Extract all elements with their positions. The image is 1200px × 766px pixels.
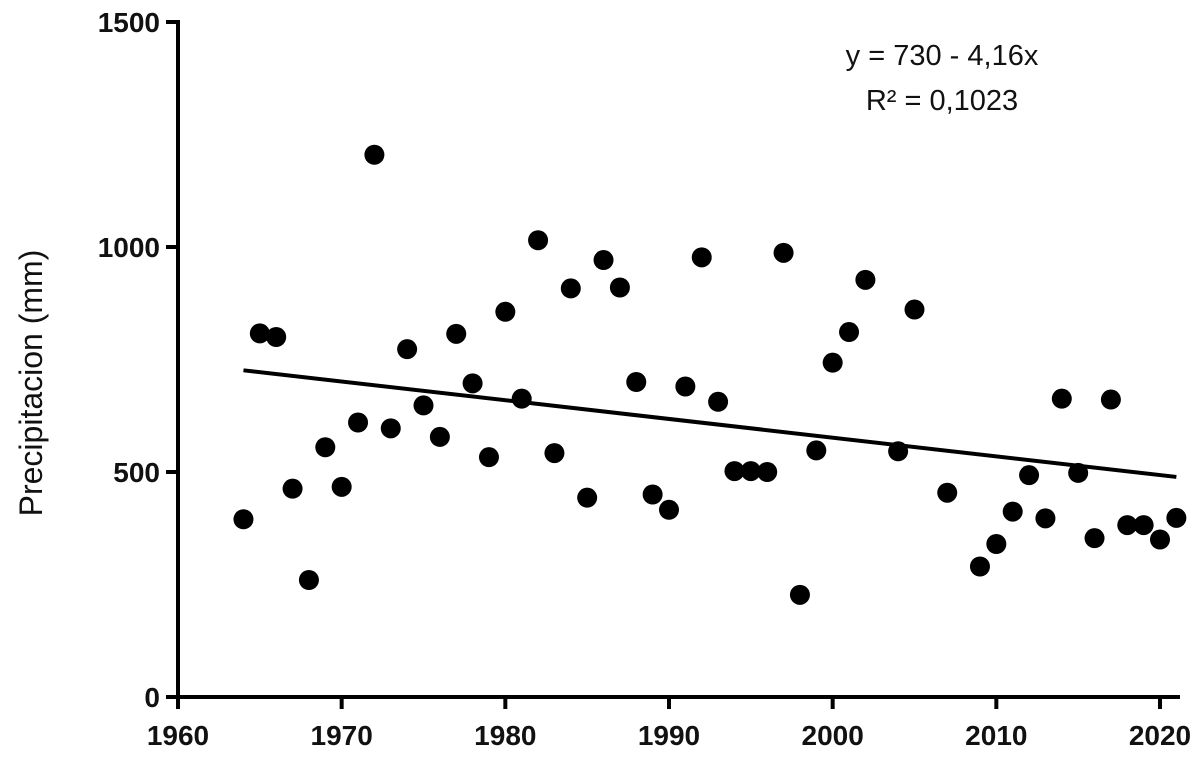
data-point [495,301,516,322]
data-point [429,426,450,447]
data-point [364,144,385,165]
data-point [609,277,630,298]
x-tick-label: 2010 [965,720,1027,751]
x-tick-label: 1980 [474,720,536,751]
data-point [757,462,778,482]
data-point [1019,465,1040,486]
data-points [233,144,1187,605]
equation-label: y = 730 - 4,16x [846,40,1039,72]
data-point [348,412,369,433]
data-point [626,372,647,392]
data-point [773,242,794,263]
data-point [691,247,712,268]
trendline [243,368,1177,479]
data-point [413,395,434,416]
data-point [511,388,532,409]
data-point [1117,515,1138,536]
data-point [740,461,761,482]
data-point [642,484,663,505]
ticks: 1960 1970 1980 1990 2000 2010 2020 0 500 1000 1500 [98,7,1191,751]
data-point [675,376,696,397]
data-point [1150,529,1170,550]
data-point [1166,507,1187,528]
x-tick-label: 1990 [638,720,700,751]
data-point [266,327,287,347]
y-tick-label: 0 [144,682,160,713]
data-point [1035,508,1056,529]
data-point [331,476,352,497]
data-point [1084,528,1105,549]
axes [176,20,1180,699]
data-point [298,570,319,590]
data-point [560,278,581,299]
data-point [969,556,990,577]
data-point [937,482,958,503]
data-point [724,461,745,482]
data-point [888,441,909,462]
data-point [478,447,499,468]
x-tick-label: 1960 [147,720,209,751]
data-point [1133,515,1154,536]
data-point [577,487,598,508]
data-point [593,250,614,271]
data-point [282,478,303,499]
data-point [315,437,336,458]
y-tick-label: 1000 [98,232,160,263]
x-tick-label: 2000 [802,720,864,751]
data-point [1051,388,1072,409]
data-point [380,418,401,439]
data-point [806,440,827,461]
trendline-group [243,368,1177,479]
x-tick-label: 2020 [1129,720,1191,751]
data-point [233,509,254,530]
data-point [544,443,565,464]
data-point [1100,389,1121,410]
data-point [855,269,876,290]
data-point [839,322,860,343]
data-point [789,584,810,605]
y-axis-title: Precipitacion (mm) [13,250,49,517]
data-point [446,323,467,344]
data-point [397,339,418,360]
data-point [822,352,843,373]
y-tick-label: 500 [113,457,160,488]
data-point [708,391,729,412]
data-point [1068,462,1089,483]
x-tick-label: 1970 [311,720,373,751]
data-point [528,230,549,251]
data-point [462,373,483,394]
data-point [249,323,270,344]
data-point [659,499,679,520]
r-squared-label: R² = 0,1023 [866,85,1018,117]
data-point [904,299,925,320]
y-tick-label: 1500 [98,7,160,38]
data-point [986,534,1007,554]
data-point [1002,501,1023,522]
